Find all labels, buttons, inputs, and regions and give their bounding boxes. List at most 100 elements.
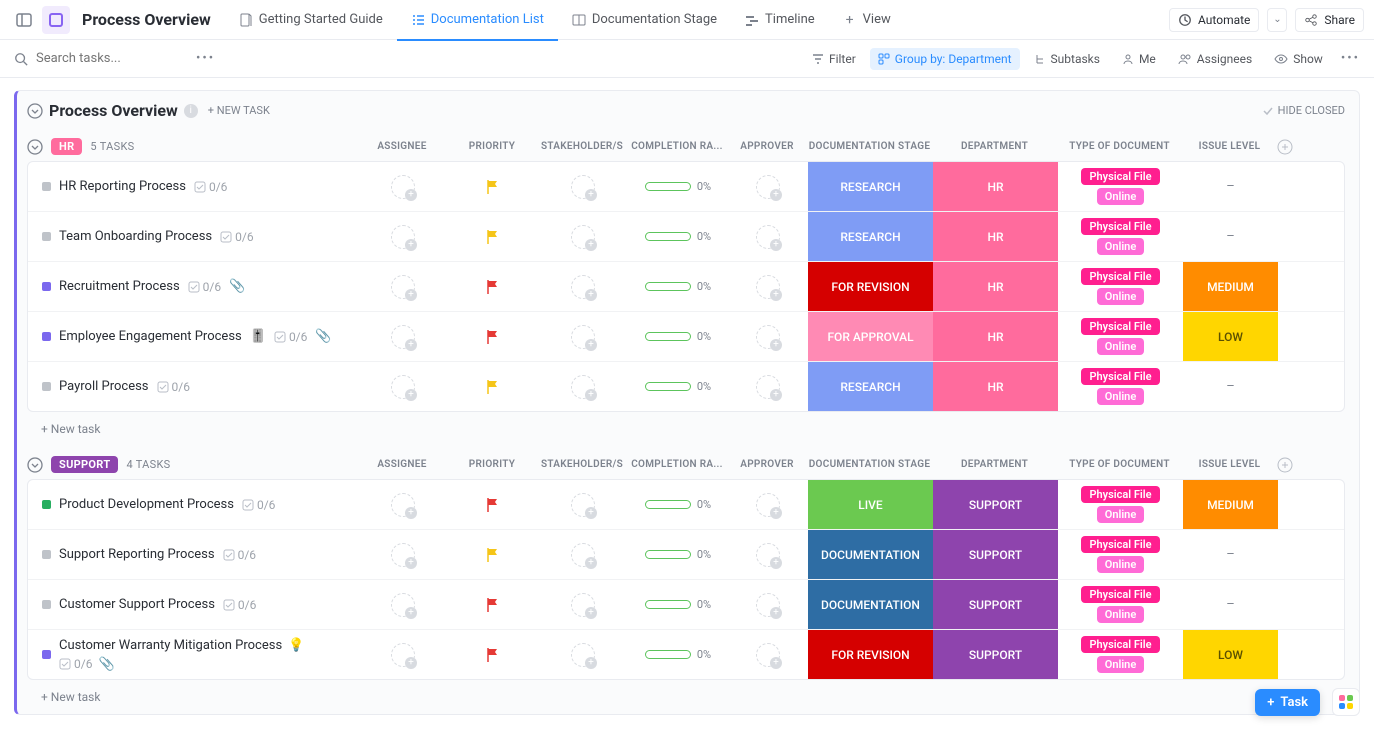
- me-button[interactable]: Me: [1114, 48, 1164, 70]
- issue-level[interactable]: MEDIUM: [1183, 262, 1278, 311]
- priority-cell[interactable]: [448, 597, 538, 613]
- sidebar-toggle-icon[interactable]: [10, 6, 38, 34]
- attachment-icon[interactable]: 📎: [229, 279, 245, 294]
- add-approver-icon[interactable]: [756, 643, 780, 667]
- assignee-cell[interactable]: [358, 375, 448, 399]
- subtask-count[interactable]: 0/6: [157, 380, 190, 394]
- doc-type[interactable]: Physical FileOnline: [1058, 632, 1183, 677]
- completion-cell[interactable]: 0%: [628, 498, 728, 511]
- stakeholder-cell[interactable]: [538, 275, 628, 299]
- subtask-count[interactable]: 0/6: [194, 180, 227, 194]
- priority-cell[interactable]: [448, 547, 538, 563]
- tab-doc-list[interactable]: Documentation List: [397, 0, 558, 40]
- completion-cell[interactable]: 0%: [628, 380, 728, 393]
- task-row[interactable]: Recruitment Process0/6📎 0% FOR REVISION …: [28, 262, 1344, 312]
- col-header[interactable]: TYPE OF DOCUMENT: [1057, 141, 1182, 152]
- approver-cell[interactable]: [728, 493, 808, 517]
- status-square[interactable]: [42, 600, 51, 609]
- completion-cell[interactable]: 0%: [628, 330, 728, 343]
- add-assignee-icon[interactable]: [391, 375, 415, 399]
- priority-cell[interactable]: [448, 379, 538, 395]
- status-square[interactable]: [42, 650, 51, 659]
- task-row[interactable]: Customer Warranty Mitigation Process💡0/6…: [28, 630, 1344, 679]
- toolbar-more-icon[interactable]: •••: [1341, 51, 1360, 66]
- add-column-icon[interactable]: [1277, 457, 1317, 473]
- department[interactable]: SUPPORT: [933, 480, 1058, 529]
- add-stakeholder-icon[interactable]: [571, 493, 595, 517]
- add-assignee-icon[interactable]: [391, 275, 415, 299]
- add-approver-icon[interactable]: [756, 175, 780, 199]
- doc-type[interactable]: Physical FileOnline: [1058, 214, 1183, 259]
- add-assignee-icon[interactable]: [391, 643, 415, 667]
- assignee-cell[interactable]: [358, 593, 448, 617]
- department[interactable]: SUPPORT: [933, 630, 1058, 679]
- approver-cell[interactable]: [728, 543, 808, 567]
- apps-button[interactable]: [1332, 688, 1360, 716]
- automate-button[interactable]: Automate: [1169, 8, 1259, 32]
- add-stakeholder-icon[interactable]: [571, 325, 595, 349]
- doc-type[interactable]: Physical FileOnline: [1058, 582, 1183, 627]
- add-approver-icon[interactable]: [756, 375, 780, 399]
- subtask-count[interactable]: 0/6: [188, 280, 221, 294]
- col-header[interactable]: STAKEHOLDER/S: [537, 141, 627, 152]
- assignees-button[interactable]: Assignees: [1170, 48, 1260, 70]
- assignee-cell[interactable]: [358, 175, 448, 199]
- col-header[interactable]: DEPARTMENT: [932, 459, 1057, 470]
- completion-cell[interactable]: 0%: [628, 648, 728, 661]
- new-task-row[interactable]: + New task: [27, 680, 1359, 714]
- stakeholder-cell[interactable]: [538, 375, 628, 399]
- group-badge[interactable]: HR: [51, 138, 82, 155]
- status-square[interactable]: [42, 182, 51, 191]
- doc-stage[interactable]: FOR REVISION: [808, 262, 933, 311]
- new-task-row[interactable]: + New task: [27, 412, 1359, 446]
- add-assignee-icon[interactable]: [391, 225, 415, 249]
- info-icon[interactable]: i: [184, 104, 198, 118]
- search-more-icon[interactable]: •••: [196, 51, 215, 66]
- col-header[interactable]: APPROVER: [727, 459, 807, 470]
- status-square[interactable]: [42, 382, 51, 391]
- assignee-cell[interactable]: [358, 225, 448, 249]
- stakeholder-cell[interactable]: [538, 325, 628, 349]
- add-assignee-icon[interactable]: [391, 543, 415, 567]
- doc-stage[interactable]: FOR APPROVAL: [808, 312, 933, 361]
- share-button[interactable]: Share: [1295, 8, 1364, 32]
- add-assignee-icon[interactable]: [391, 493, 415, 517]
- attachment-icon[interactable]: 📎: [315, 329, 331, 344]
- task-row[interactable]: Employee Engagement Process🎚️0/6📎 0% FOR…: [28, 312, 1344, 362]
- add-stakeholder-icon[interactable]: [571, 175, 595, 199]
- assignee-cell[interactable]: [358, 493, 448, 517]
- priority-cell[interactable]: [448, 179, 538, 195]
- approver-cell[interactable]: [728, 275, 808, 299]
- add-stakeholder-icon[interactable]: [571, 375, 595, 399]
- col-header[interactable]: STAKEHOLDER/S: [537, 459, 627, 470]
- group-collapse-icon[interactable]: [27, 457, 43, 473]
- task-row[interactable]: Product Development Process0/6 0% LIVE S…: [28, 480, 1344, 530]
- tab-timeline[interactable]: Timeline: [731, 0, 829, 40]
- department[interactable]: SUPPORT: [933, 580, 1058, 629]
- doc-type[interactable]: Physical FileOnline: [1058, 264, 1183, 309]
- issue-level[interactable]: LOW: [1183, 312, 1278, 361]
- add-approver-icon[interactable]: [756, 543, 780, 567]
- assignee-cell[interactable]: [358, 275, 448, 299]
- subtask-count[interactable]: 0/6: [220, 230, 253, 244]
- add-stakeholder-icon[interactable]: [571, 225, 595, 249]
- add-stakeholder-icon[interactable]: [571, 593, 595, 617]
- doc-stage[interactable]: FOR REVISION: [808, 630, 933, 679]
- show-button[interactable]: Show: [1266, 48, 1331, 70]
- doc-stage[interactable]: RESEARCH: [808, 362, 933, 411]
- issue-level[interactable]: MEDIUM: [1183, 480, 1278, 529]
- priority-cell[interactable]: [448, 229, 538, 245]
- approver-cell[interactable]: [728, 643, 808, 667]
- stakeholder-cell[interactable]: [538, 225, 628, 249]
- approver-cell[interactable]: [728, 375, 808, 399]
- automate-dropdown[interactable]: ⌄: [1267, 8, 1287, 32]
- col-header[interactable]: TYPE OF DOCUMENT: [1057, 459, 1182, 470]
- subtask-count[interactable]: 0/6: [274, 330, 307, 344]
- doc-stage[interactable]: LIVE: [808, 480, 933, 529]
- subtask-count[interactable]: 0/6: [242, 498, 275, 512]
- col-header[interactable]: ISSUE LEVEL: [1182, 459, 1277, 470]
- approver-cell[interactable]: [728, 325, 808, 349]
- department[interactable]: HR: [933, 362, 1058, 411]
- add-approver-icon[interactable]: [756, 325, 780, 349]
- completion-cell[interactable]: 0%: [628, 180, 728, 193]
